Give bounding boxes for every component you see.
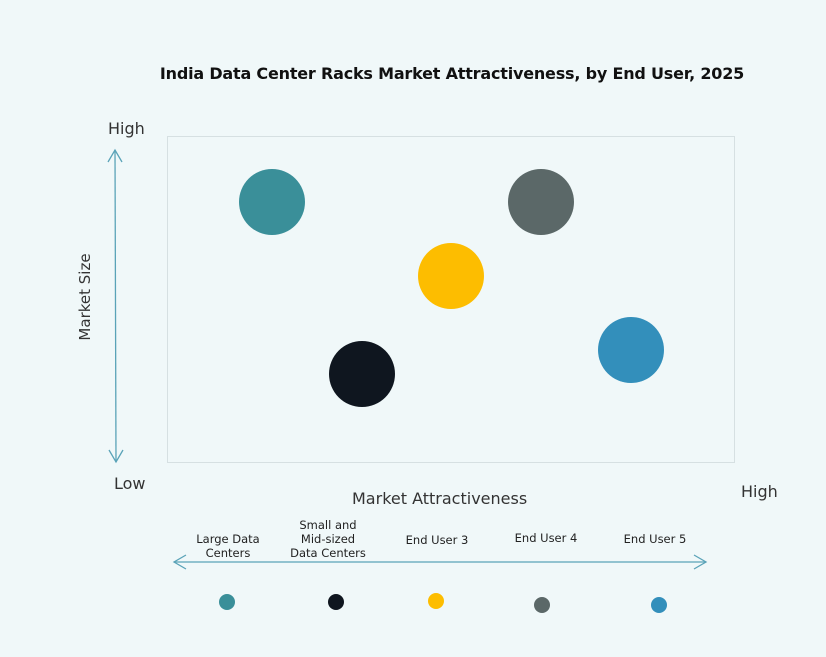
plot-area [167, 136, 735, 463]
legend-label-large-data-centers: Large Data Centers [196, 532, 260, 560]
bubble-end-user-5 [598, 317, 664, 383]
chart-title: India Data Center Racks Market Attractiv… [159, 64, 745, 83]
legend-dot-large-data-centers [219, 594, 235, 610]
x-axis-high-label: High [741, 482, 778, 501]
legend-label-end-user-5: End User 5 [623, 532, 687, 546]
legend-dot-end-user-4 [534, 597, 550, 613]
legend-dot-end-user-5 [651, 597, 667, 613]
bubble-small-mid-data-centers [329, 341, 395, 407]
legend-label-small-mid-data-centers: Small and Mid-sized Data Centers [290, 518, 366, 560]
bubble-end-user-4 [508, 169, 574, 235]
legend-label-end-user-4: End User 4 [514, 531, 578, 545]
y-axis-high-label: High [108, 119, 145, 138]
x-axis-title: Market Attractiveness [352, 489, 528, 508]
bubble-large-data-centers [239, 169, 305, 235]
legend-dot-end-user-3 [428, 593, 444, 609]
y-axis-low-label: Low [114, 474, 146, 493]
bubble-end-user-3 [418, 243, 484, 309]
legend-dot-small-mid-data-centers [328, 594, 344, 610]
legend-label-end-user-3: End User 3 [405, 533, 469, 547]
